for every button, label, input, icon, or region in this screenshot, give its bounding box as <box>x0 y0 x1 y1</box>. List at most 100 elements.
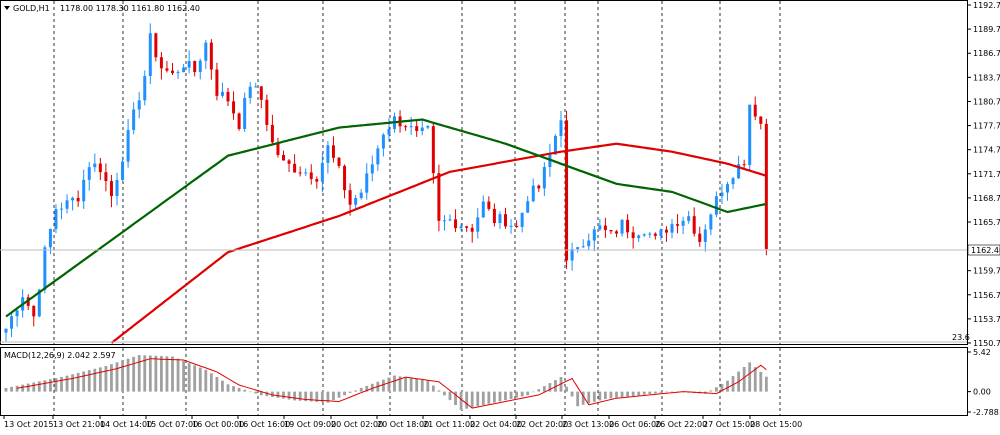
candle-body <box>76 197 80 202</box>
candle-body <box>531 185 535 202</box>
macd-histogram-bar <box>548 383 552 392</box>
candle-body <box>121 161 125 180</box>
macd-histogram-bar <box>154 355 158 392</box>
ma-fast-line <box>5 118 767 318</box>
macd-histogram-bar <box>726 380 729 392</box>
macd-pane-frame <box>0 347 968 416</box>
candle-body <box>354 197 358 205</box>
macd-tick-label: 0.00 <box>973 388 991 397</box>
candle-body <box>470 227 474 232</box>
macd-histogram-bar <box>160 356 163 392</box>
macd-histogram-bar <box>171 356 174 392</box>
candle-body <box>282 154 285 161</box>
time-label: 16 Oct 00:00 <box>192 420 244 429</box>
candle-body <box>320 162 324 182</box>
macd-histogram-bar <box>198 367 202 392</box>
candle-body <box>476 217 480 232</box>
price-tick-label: 1153.70 <box>973 315 1000 324</box>
macd-histogram-bar <box>332 391 335 401</box>
candle-body <box>759 116 763 124</box>
candle-body <box>598 225 602 230</box>
macd-histogram-bar <box>542 386 546 392</box>
price-tick-label: 1156.70 <box>973 291 1000 300</box>
macd-histogram-bar <box>121 360 124 392</box>
macd-indicator <box>4 355 768 410</box>
macd-histogram-bar <box>648 391 652 395</box>
candle-body <box>37 289 41 317</box>
candle-body <box>343 165 347 191</box>
candle-body <box>154 33 158 58</box>
candle-body <box>620 219 624 234</box>
macd-histogram-bar <box>626 391 629 397</box>
time-label: 20 Oct 18:00 <box>377 420 429 429</box>
candle-body <box>254 86 258 88</box>
candle-body <box>137 100 141 110</box>
candle-body <box>265 99 269 125</box>
candle-body <box>603 225 607 231</box>
macd-histogram-bar <box>759 371 763 392</box>
macd-histogram-bar <box>615 391 618 398</box>
macd-histogram-bar <box>359 387 363 392</box>
candle-body <box>581 246 585 248</box>
candle-body <box>159 57 163 69</box>
candle-body <box>248 86 252 98</box>
macd-axis: 5.42 0.00 -2.788 <box>967 348 999 417</box>
macd-histogram-bar <box>515 391 518 398</box>
candle-body <box>637 235 641 239</box>
candle-body <box>71 197 75 201</box>
macd-histogram-bar <box>243 389 247 392</box>
macd-histogram-bar <box>282 391 285 399</box>
macd-histogram-bar <box>143 355 147 392</box>
macd-histogram-bar <box>237 387 241 392</box>
candle-body <box>404 126 408 128</box>
triangle-down-icon[interactable] <box>4 6 10 10</box>
candle-body <box>182 67 186 73</box>
time-label: 14 Oct 14:00 <box>100 420 152 429</box>
price-tick-label: 1174.75 <box>973 146 1000 155</box>
price-tick-label: 1165.75 <box>973 218 1000 227</box>
candle-body <box>559 120 563 137</box>
time-label: 22 Oct 20:00 <box>516 420 568 429</box>
candle-body <box>653 233 657 236</box>
candle-body <box>237 113 241 129</box>
candle-body <box>642 234 646 236</box>
macd-histogram-bar <box>204 369 208 392</box>
macd-histogram-bar <box>637 391 641 396</box>
macd-histogram-bar <box>459 391 463 410</box>
macd-histogram-bar <box>98 367 102 392</box>
macd-histogram-bar <box>653 391 657 394</box>
macd-histogram-bar <box>76 372 80 392</box>
macd-histogram-bar <box>448 391 452 401</box>
candle-body <box>259 86 263 100</box>
macd-histogram-bar <box>443 391 446 396</box>
candle-body <box>370 164 374 174</box>
candle-body <box>565 120 569 261</box>
macd-histogram-bar <box>415 378 419 392</box>
macd-histogram-bar <box>221 380 224 392</box>
fib-label: 23.6 <box>952 333 970 342</box>
macd-histogram-bar <box>182 360 185 392</box>
candle-body <box>387 128 391 135</box>
macd-histogram-bar <box>476 391 480 407</box>
time-label: 20 Oct 02:00 <box>331 420 383 429</box>
ma-slow-line <box>110 142 767 344</box>
macd-histogram-bar <box>504 391 507 401</box>
candle-body <box>226 91 230 102</box>
candle-body <box>115 179 119 197</box>
candle-body <box>587 240 591 247</box>
time-label: 28 Oct 15:00 <box>750 420 802 429</box>
candle-body <box>492 208 496 224</box>
candle-body <box>459 226 463 229</box>
macd-histogram-bar <box>32 382 36 392</box>
candle-body <box>681 220 685 226</box>
candle-body <box>304 172 308 174</box>
macd-histogram-bar <box>4 387 8 392</box>
current-price-label: 1162.40 <box>971 246 1000 255</box>
candle-body <box>431 126 435 174</box>
price-tick-label: 1168.75 <box>973 194 1000 203</box>
candle-body <box>676 224 680 226</box>
time-label: 16 Oct 16:00 <box>238 420 290 429</box>
